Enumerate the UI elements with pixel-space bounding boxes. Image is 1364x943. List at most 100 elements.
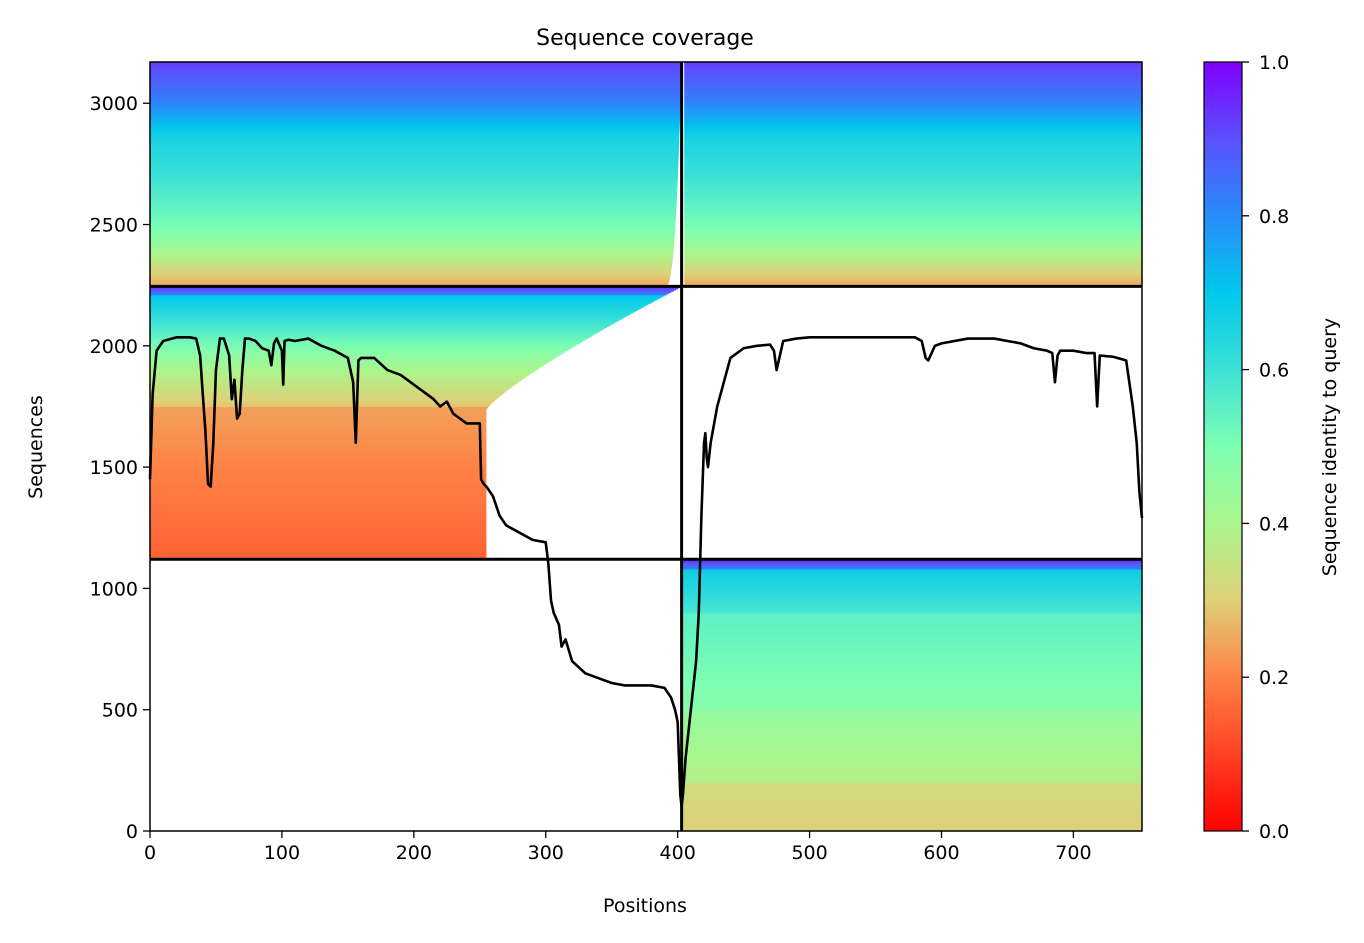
msa-row	[681, 789, 1142, 792]
msa-row	[150, 110, 681, 113]
msa-row	[681, 669, 1142, 672]
msa-row	[150, 226, 676, 229]
msa-row	[150, 556, 487, 559]
msa-row	[150, 482, 487, 485]
msa-row	[150, 196, 677, 199]
msa-row	[681, 630, 1142, 633]
msa-row	[681, 600, 1142, 603]
msa-row	[684, 179, 1142, 182]
msa-row	[681, 704, 1142, 707]
msa-row	[684, 104, 1142, 107]
msa-row	[150, 446, 487, 449]
msa-row	[150, 163, 679, 166]
msa-row	[150, 404, 491, 406]
msa-row	[150, 334, 593, 337]
msa-row	[150, 395, 500, 398]
msa-row	[150, 528, 487, 531]
msa-row	[684, 250, 1142, 252]
msa-row	[681, 679, 1142, 682]
msa-row	[150, 152, 679, 155]
msa-row	[150, 416, 487, 418]
msa-row	[681, 644, 1142, 647]
msa-row	[681, 744, 1142, 747]
msa-row	[681, 565, 1142, 568]
msa-row	[150, 526, 487, 529]
msa-row	[150, 169, 679, 172]
msa-row	[684, 209, 1142, 212]
msa-row	[150, 257, 673, 260]
msa-row	[684, 248, 1142, 251]
msa-row	[681, 668, 1142, 671]
paired-msa-right	[684, 62, 1142, 287]
msa-row	[681, 561, 1142, 564]
msa-row	[681, 612, 1142, 615]
msa-row	[684, 117, 1142, 120]
msa-row	[150, 418, 487, 421]
msa-row	[684, 86, 1142, 89]
msa-row	[150, 384, 514, 387]
msa-row	[681, 710, 1142, 713]
msa-row	[681, 707, 1142, 710]
msa-row	[150, 441, 487, 444]
msa-row	[150, 348, 570, 351]
msa-row	[684, 242, 1142, 245]
msa-row	[684, 105, 1142, 108]
msa-row	[150, 159, 679, 161]
msa-row	[681, 730, 1142, 733]
msa-row	[684, 140, 1142, 143]
colorbar-tick-label: 0.0	[1259, 821, 1289, 843]
msa-row	[681, 672, 1142, 674]
msa-row	[150, 222, 676, 224]
msa-row	[150, 357, 554, 360]
msa-row	[150, 421, 487, 423]
y-tick-label: 3000	[90, 93, 138, 115]
chain1-msa	[150, 286, 681, 560]
msa-row	[684, 269, 1142, 272]
msa-row	[150, 505, 487, 508]
msa-row	[684, 157, 1142, 160]
msa-row	[684, 155, 1142, 158]
msa-row	[150, 237, 675, 240]
msa-row	[684, 184, 1142, 187]
msa-row	[684, 151, 1142, 154]
msa-row	[684, 188, 1142, 190]
msa-row	[150, 197, 677, 200]
msa-row	[150, 108, 681, 110]
msa-row	[150, 524, 487, 526]
msa-row	[684, 262, 1142, 264]
msa-row	[150, 308, 640, 311]
x-axis-label: Positions	[603, 895, 687, 917]
msa-row	[684, 177, 1142, 180]
msa-row	[150, 510, 487, 513]
msa-row	[684, 69, 1142, 72]
msa-row	[684, 142, 1142, 144]
msa-row	[681, 721, 1142, 724]
msa-row	[681, 579, 1142, 582]
msa-row	[150, 397, 497, 400]
msa-row	[684, 180, 1142, 183]
msa-row	[150, 254, 674, 257]
msa-row	[684, 168, 1142, 171]
msa-row	[150, 260, 673, 263]
msa-row	[681, 562, 1142, 565]
msa-row	[681, 632, 1142, 634]
msa-row	[150, 199, 677, 201]
msa-row	[684, 87, 1142, 90]
msa-row	[684, 274, 1142, 277]
msa-row	[150, 541, 487, 543]
msa-row	[150, 213, 676, 216]
msa-row	[681, 610, 1142, 613]
msa-row	[681, 683, 1142, 685]
msa-row	[150, 323, 612, 326]
msa-row	[684, 271, 1142, 274]
msa-row	[150, 351, 564, 354]
msa-row	[150, 305, 645, 308]
msa-row	[150, 189, 678, 192]
msa-row	[681, 593, 1142, 596]
msa-row	[681, 753, 1142, 756]
msa-row	[150, 250, 674, 252]
msa-row	[681, 663, 1142, 666]
colorbar-tick-label: 0.8	[1259, 206, 1289, 228]
msa-row	[150, 542, 487, 545]
